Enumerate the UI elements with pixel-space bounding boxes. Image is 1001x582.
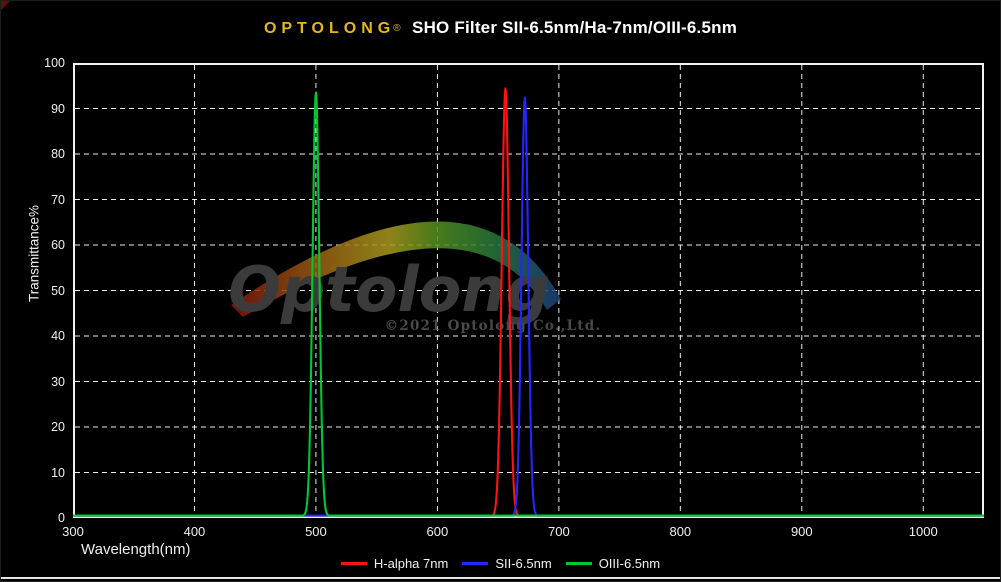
x-tick-label: 500	[305, 524, 327, 539]
chart-title: OPTOLONG® SHO Filter SII-6.5nm/Ha-7nm/OI…	[1, 18, 1000, 38]
legend-item: SII-6.5nm	[462, 556, 552, 571]
registered-trademark-icon: ®	[393, 23, 401, 34]
y-tick-label: 50	[51, 283, 65, 298]
watermark-copyright: ©2021 Optolong Co.,Ltd.	[385, 318, 602, 334]
plot-area: Optolong©2021 Optolong Co.,Ltd.	[73, 63, 984, 518]
legend-label: OIII-6.5nm	[598, 556, 661, 571]
legend-line-swatch	[462, 562, 489, 565]
corner-marker-icon	[1, 1, 10, 10]
watermark-logo-text: Optolong	[228, 253, 550, 326]
watermark-swoosh	[231, 221, 561, 317]
y-tick-label: 0	[58, 511, 65, 525]
y-tick-label: 40	[51, 329, 65, 343]
series-curve-sii-6-5nm	[73, 96, 984, 517]
y-tick-label: 70	[51, 192, 65, 207]
x-tick-label: 700	[548, 524, 570, 539]
bottom-border-line	[1, 577, 1000, 579]
axis-border	[73, 63, 984, 518]
y-tick-label: 60	[51, 238, 65, 252]
y-tick-label: 80	[51, 147, 65, 161]
y-tick-label: 100	[44, 56, 65, 70]
x-tick-label: 300	[62, 524, 84, 539]
x-tick-label: 900	[790, 524, 813, 539]
chart-title-text: SHO Filter SII-6.5nm/Ha-7nm/OIII-6.5nm	[412, 18, 738, 37]
legend-label: SII-6.5nm	[495, 556, 552, 571]
legend-line-swatch	[565, 562, 592, 565]
series-curve-oiii-6-5nm	[73, 91, 984, 517]
x-tick-label: 800	[669, 524, 692, 539]
legend-item: OIII-6.5nm	[565, 556, 661, 571]
legend-label: H-alpha 7nm	[373, 556, 449, 571]
legend-item: H-alpha 7nm	[340, 556, 449, 571]
y-tick-label: 20	[51, 420, 65, 434]
legend: H-alpha 7nm SII-6.5nm OIII-6.5nm	[1, 556, 1000, 571]
x-tick-label: 400	[183, 524, 206, 539]
x-tick-label: 1000	[908, 524, 938, 539]
y-tick-label: 90	[51, 101, 65, 116]
x-axis-title: Wavelength(nm)	[81, 541, 191, 558]
x-tick-label: 600	[426, 524, 449, 539]
legend-line-swatch	[340, 562, 367, 565]
y-tick-label: 30	[51, 374, 65, 389]
y-tick-label: 10	[51, 465, 65, 480]
brand-logo-text: OPTOLONG	[263, 20, 396, 37]
